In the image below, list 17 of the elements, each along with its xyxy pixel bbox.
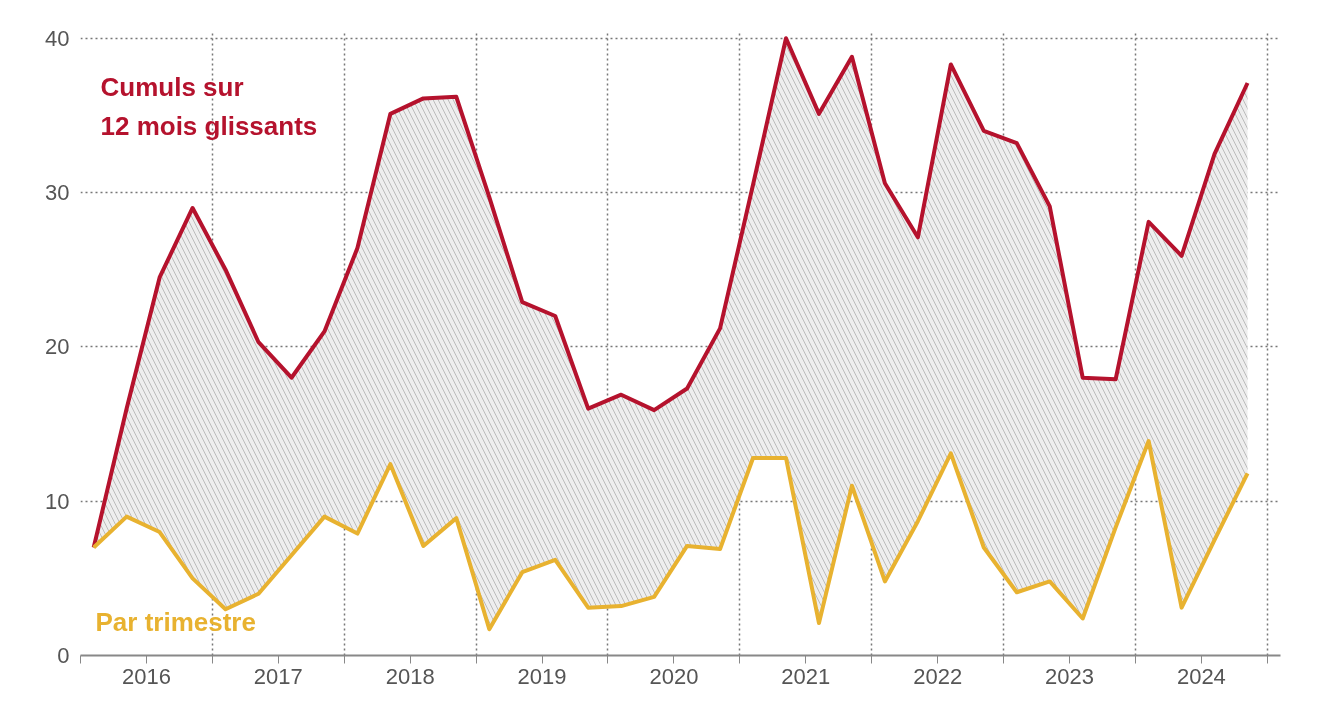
y-tick-label: 20 bbox=[45, 334, 70, 360]
line-series bbox=[91, 438, 1250, 632]
y-tick-label: 30 bbox=[45, 180, 70, 206]
x-tick-label: 2017 bbox=[253, 663, 303, 689]
x-tick-label: 2022 bbox=[913, 663, 963, 689]
x-tick-label: 2021 bbox=[781, 663, 831, 689]
series-label: Par trimestre bbox=[95, 606, 256, 637]
x-tick-label: 2019 bbox=[517, 663, 567, 689]
y-tick-label: 10 bbox=[45, 488, 70, 514]
text: Cumuls sur 12 mois glissants bbox=[100, 71, 318, 141]
x-tick-label: 2020 bbox=[649, 663, 699, 689]
x-tick-label: 2018 bbox=[385, 663, 435, 689]
y-tick-label: 0 bbox=[57, 643, 70, 668]
x-tick-label: 2016 bbox=[121, 663, 171, 689]
y-tick-label: 40 bbox=[45, 25, 70, 51]
x-tick-label: 2023 bbox=[1045, 663, 1094, 689]
x-tick-label: 2024 bbox=[1176, 663, 1226, 689]
